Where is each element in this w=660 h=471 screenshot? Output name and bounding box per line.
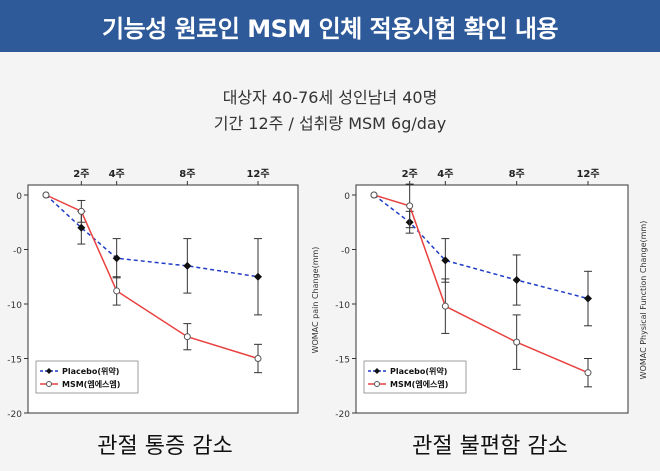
chart-caption-pain: 관절 통증 감소	[97, 434, 233, 459]
c1-x-tick-label: 2주	[73, 168, 89, 180]
c1-data-point-placebo	[77, 223, 86, 232]
c2-data-point-msm	[441, 302, 449, 310]
c2-legend-label: Placebo(위약)	[390, 366, 447, 376]
c2-legend-marker	[374, 368, 380, 374]
c1-legend-label: Placebo(위약)	[62, 366, 119, 376]
c2-data-point-msm	[406, 202, 414, 210]
c2-data-point-msm	[370, 191, 378, 199]
c1-data-point-placebo	[183, 261, 192, 270]
c1-legend-box	[35, 360, 139, 394]
c2-y-tick-label: -15	[335, 356, 350, 366]
c2-series-line-placebo	[373, 194, 589, 300]
c2-x-tick-label: 4주	[437, 168, 453, 180]
c2-data-point-placebo	[441, 256, 450, 265]
c1-y-tick-label: -0	[13, 247, 22, 257]
c1-data-point-msm	[113, 287, 121, 295]
c2-y-axis-label: WOMAC Physical Function Change(mm)	[639, 221, 648, 380]
c2-legend-label: MSM(엠에스엠)	[390, 379, 448, 389]
c2-data-point-placebo	[584, 294, 592, 303]
c1-x-tick-label: 8주	[179, 168, 195, 180]
c2-x-tick-label: 12주	[576, 168, 599, 180]
c2-data-point-msm	[584, 369, 592, 377]
c2-legend-marker	[374, 381, 380, 387]
c1-legend-marker	[46, 381, 52, 387]
c1-y-tick-label: -20	[7, 410, 22, 420]
c1-data-point-msm	[42, 191, 50, 199]
c1-y-tick-label: 0	[16, 192, 22, 202]
page-title: 기능성 원료인 MSM 인체 적용시험 확인 내용	[0, 0, 660, 52]
c1-data-point-placebo	[112, 254, 121, 263]
c1-data-point-msm	[183, 333, 191, 341]
chart-caption-function: 관절 불편함 감소	[412, 434, 568, 459]
c1-x-tick-label: 12주	[246, 168, 269, 180]
c2-y-tick-label: -0	[341, 247, 350, 257]
c2-data-point-placebo	[512, 276, 521, 285]
c2-x-tick-label: 2주	[402, 168, 418, 180]
c1-legend-marker	[46, 368, 52, 374]
c1-legend-label: MSM(엠에스엠)	[62, 379, 120, 389]
study-period: 기간 12주 / 섭취량 MSM 6g/day	[213, 114, 447, 133]
c1-data-point-placebo	[254, 272, 262, 281]
c2-legend-box	[363, 360, 467, 394]
c1-y-tick-label: -15	[7, 356, 22, 366]
c1-y-tick-label: -10	[7, 301, 22, 311]
c1-x-tick-label: 4주	[109, 168, 125, 180]
study-subjects: 대상자 40-76세 성인남녀 40명	[222, 88, 438, 107]
c1-data-point-msm	[77, 207, 85, 215]
c2-y-tick-label: -20	[335, 410, 350, 420]
c2-x-tick-label: 8주	[509, 168, 525, 180]
c2-data-point-msm	[513, 338, 521, 346]
c1-data-point-msm	[254, 355, 262, 362]
c2-y-tick-label: 0	[344, 192, 350, 202]
c2-y-tick-label: -10	[335, 301, 350, 311]
c1-y-axis-label: WOMAC pain Change(mm)	[311, 247, 320, 354]
